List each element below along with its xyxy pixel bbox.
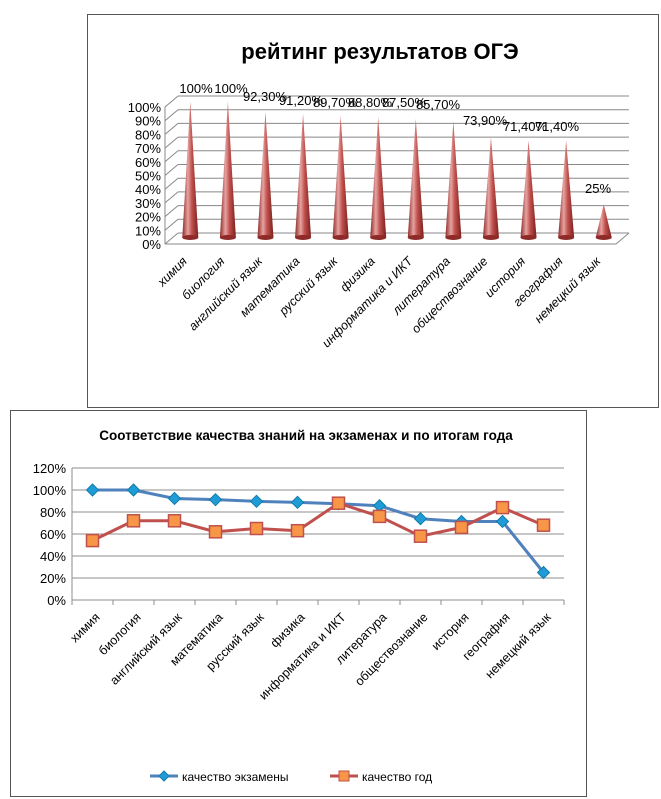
grid-line-depth xyxy=(164,232,179,245)
cone-bar xyxy=(558,140,575,240)
data-label: 92,30% xyxy=(243,89,288,104)
cone-base xyxy=(558,235,575,240)
data-label: 87,50% xyxy=(382,95,427,110)
data-label: 100% xyxy=(179,81,213,96)
y-tick-label: 100% xyxy=(128,100,162,115)
cone-body xyxy=(558,140,575,238)
data-label: 25% xyxy=(585,181,611,196)
cone-bar xyxy=(257,112,274,240)
cone-body xyxy=(182,101,199,238)
data-label: 88,80% xyxy=(348,95,393,110)
cone-base xyxy=(482,235,499,240)
cone-chart-title: рейтинг результатов ОГЭ xyxy=(241,39,518,64)
cone-bar xyxy=(219,101,236,240)
grid-line-depth xyxy=(164,150,179,163)
y-tick-label: 90% xyxy=(135,114,161,129)
cone-body xyxy=(520,140,537,238)
grid-line-depth xyxy=(164,205,179,217)
cone-body xyxy=(407,118,424,238)
cone-base xyxy=(407,235,424,240)
cone-base xyxy=(295,235,312,240)
y-tick-label: 60% xyxy=(135,155,161,170)
grid-line-depth xyxy=(164,218,179,231)
cone-body xyxy=(332,115,349,238)
y-tick-label: 80% xyxy=(135,127,161,142)
data-label: 71,40% xyxy=(535,119,580,134)
y-tick-label: 10% xyxy=(135,223,161,238)
grid-line-depth xyxy=(164,136,179,149)
cone-bar xyxy=(182,101,199,240)
cone-bar xyxy=(482,137,499,240)
floor-side xyxy=(615,232,630,245)
grid-line-depth xyxy=(164,191,179,204)
cone-bar xyxy=(407,118,424,240)
grid-line-depth xyxy=(164,164,179,176)
cone-body xyxy=(445,121,462,238)
cone-base xyxy=(520,235,537,240)
cone-bar xyxy=(595,204,612,240)
cone-body xyxy=(370,116,387,238)
cone-bar xyxy=(445,121,462,240)
cone-body xyxy=(257,112,274,238)
data-label: 91,20% xyxy=(279,93,324,108)
data-label: 100% xyxy=(214,81,248,96)
data-label: 89,70% xyxy=(313,95,358,110)
cone-base xyxy=(257,235,274,240)
data-label: 73,90% xyxy=(463,113,508,128)
cone-base xyxy=(445,235,462,240)
cone-bar xyxy=(520,140,537,240)
cone-body xyxy=(295,113,312,238)
y-tick-label: 50% xyxy=(135,169,161,184)
cone-bar xyxy=(295,113,312,240)
cone-body xyxy=(219,101,236,238)
grid-line-depth xyxy=(164,177,179,190)
data-label: 71,40% xyxy=(503,119,548,134)
cone-body xyxy=(482,137,499,238)
cone-bar xyxy=(370,116,387,240)
grid-line-depth xyxy=(164,95,179,108)
data-label: 85,70% xyxy=(416,97,461,112)
y-tick-label: 30% xyxy=(135,196,161,211)
cone-base xyxy=(370,235,387,240)
y-tick-label: 40% xyxy=(135,182,161,197)
cone-base xyxy=(182,235,199,240)
cone-bar xyxy=(332,115,349,240)
cone-base xyxy=(332,235,349,240)
cone-body xyxy=(595,204,612,238)
y-tick-label: 0% xyxy=(142,237,161,252)
y-tick-label: 70% xyxy=(135,141,161,156)
cone-base xyxy=(595,235,612,240)
grid-line-depth xyxy=(164,123,179,135)
grid-line-depth xyxy=(164,109,179,122)
y-tick-label: 20% xyxy=(135,210,161,225)
cone-base xyxy=(219,235,236,240)
